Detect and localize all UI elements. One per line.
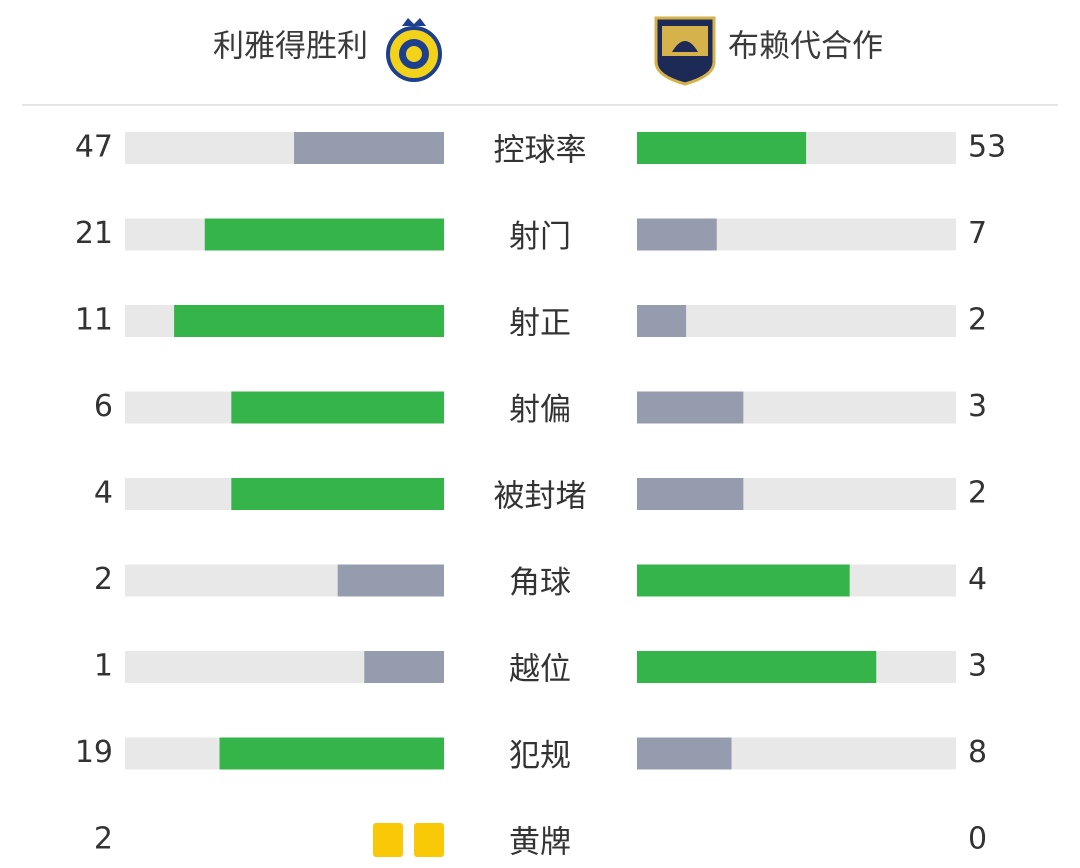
home-team-logo <box>386 18 442 82</box>
stat-label: 射偏 <box>509 392 571 428</box>
home-value: 19 <box>75 735 113 770</box>
home-value: 2 <box>94 562 113 597</box>
away-bar <box>637 737 732 770</box>
home-bar <box>204 218 444 251</box>
home-value: 1 <box>94 649 113 684</box>
bar-track <box>637 305 956 337</box>
home-value: 4 <box>94 476 113 511</box>
stat-label: 角球 <box>509 565 571 601</box>
away-value: 53 <box>968 130 1006 165</box>
home-bar <box>294 132 444 164</box>
home-bar <box>219 737 444 770</box>
away-value: 8 <box>968 735 987 770</box>
home-bar <box>231 391 444 424</box>
home-bar <box>337 564 444 597</box>
home-bar <box>231 478 444 510</box>
away-value: 0 <box>968 822 987 857</box>
away-bar <box>637 651 877 683</box>
stat-label: 被封堵 <box>494 479 587 515</box>
away-value: 4 <box>968 562 987 597</box>
home-value: 6 <box>94 389 113 424</box>
yellow-card <box>414 823 444 857</box>
away-team-name: 布赖代合作 <box>728 29 883 65</box>
away-value: 3 <box>968 389 987 424</box>
away-value: 2 <box>968 476 987 511</box>
stat-label: 犯规 <box>509 738 571 774</box>
away-value: 2 <box>968 303 987 338</box>
away-bar <box>637 132 807 164</box>
stat-label: 控球率 <box>494 133 587 169</box>
home-value: 21 <box>75 216 113 251</box>
stat-label: 黄牌 <box>509 825 571 861</box>
home-value: 2 <box>94 822 113 857</box>
home-bar <box>174 305 445 337</box>
stat-label: 射门 <box>509 219 571 255</box>
stat-label: 射正 <box>509 306 571 342</box>
away-bar <box>637 564 850 597</box>
home-value: 11 <box>75 303 113 338</box>
stat-label: 越位 <box>509 652 571 688</box>
away-bar <box>637 478 744 510</box>
away-value: 3 <box>968 649 987 684</box>
yellow-card <box>373 823 403 857</box>
away-value: 7 <box>968 216 987 251</box>
away-bar <box>637 218 717 251</box>
away-bar <box>637 305 687 337</box>
away-team-logo <box>654 16 716 86</box>
stat-rows: 47 控球率 53 21 射门 7 11 射正 2 6 射偏 3 4 被封堵 2 2 角球 4 1 越位 3 19 犯规 8 2… <box>75 130 1006 861</box>
home-bar <box>364 651 444 683</box>
home-value: 47 <box>75 130 113 165</box>
away-bar <box>637 391 744 424</box>
home-team-name: 利雅得胜利 <box>213 29 368 65</box>
